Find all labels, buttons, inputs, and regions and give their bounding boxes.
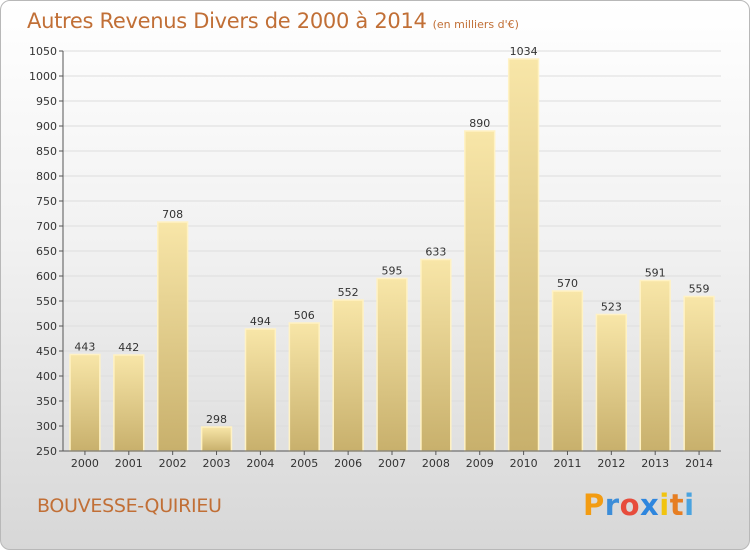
bar-2004 [244,328,277,452]
x-tick-label-2013: 2013 [641,457,669,470]
value-label-2005: 506 [294,309,315,322]
value-label-2002: 708 [162,208,183,221]
y-tick-label: 1000 [29,70,57,83]
y-tick-label: 850 [36,145,57,158]
bar-2012 [595,313,627,452]
x-tick-label-2009: 2009 [466,457,494,470]
chart-title-main: Autres Revenus Divers de 2000 à 2014 [27,9,427,33]
value-label-2013: 591 [645,267,666,280]
x-tick-label-2006: 2006 [334,457,362,470]
logo-letter: r [604,488,620,522]
x-tick-label-2012: 2012 [597,457,625,470]
location-name: BOUVESSE-QUIRIEU [37,495,222,517]
logo-letter: i [684,488,695,522]
x-tick-label-2000: 2000 [71,457,99,470]
bar-2005 [288,322,320,452]
logo-letter: t [669,488,685,522]
x-tick-label-2002: 2002 [159,457,187,470]
bar-2007 [376,277,408,452]
value-label-2009: 890 [469,117,490,130]
logo-letter: x [640,488,660,522]
y-tick-label: 650 [36,245,57,258]
x-tick-label-2003: 2003 [203,457,231,470]
bar-2001 [113,354,145,452]
x-tick-label-2001: 2001 [115,457,143,470]
value-label-2006: 552 [338,286,359,299]
x-tick-label-2004: 2004 [246,457,274,470]
y-tick-label: 800 [36,170,57,183]
bar-2003 [200,426,233,452]
axes [59,50,721,455]
labels: 250 300 350 400 450 500 550 600 650 700 750 800 850 9… [29,45,713,470]
y-tick-label: 900 [36,120,57,133]
bar-2010 [507,58,540,452]
value-label-2014: 559 [689,283,710,296]
y-tick-label: 300 [36,420,57,433]
bar-2011 [551,290,584,452]
chart-title: Autres Revenus Divers de 2000 à 2014 (en … [27,9,519,33]
bar-2002 [157,221,189,452]
logo-letter: o [619,488,641,522]
bar-2006 [332,299,364,452]
y-tick-label: 750 [36,195,57,208]
x-tick-label-2010: 2010 [510,457,538,470]
chart-title-unit: (en milliers d'€) [432,18,519,31]
x-tick-label-2011: 2011 [553,457,581,470]
y-tick-label: 400 [36,370,57,383]
bars [69,58,715,452]
y-tick-label: 550 [36,295,57,308]
x-tick-label-2014: 2014 [685,457,713,470]
value-label-2007: 595 [382,265,403,278]
value-label-2008: 633 [425,246,446,259]
y-tick-label: 450 [36,345,57,358]
value-label-2004: 494 [250,315,271,328]
value-label-2000: 443 [74,341,95,354]
bar-2008 [420,258,452,452]
proxiti-logo: Proxiti [583,488,695,522]
value-label-2001: 442 [118,341,139,354]
y-tick-label: 600 [36,270,57,283]
logo-letter: i [659,488,670,522]
y-tick-label: 1050 [29,45,57,58]
value-label-2012: 523 [601,301,622,314]
y-tick-label: 500 [36,320,57,333]
y-tick-label: 350 [36,395,57,408]
bar-2009 [464,130,496,452]
bar-2013 [639,279,671,452]
bar-2014 [683,295,715,452]
value-label-2003: 298 [206,413,227,426]
value-label-2010: 1034 [510,45,538,58]
x-tick-label-2007: 2007 [378,457,406,470]
x-tick-label-2005: 2005 [290,457,318,470]
y-tick-label: 950 [36,95,57,108]
bar-2000 [69,353,101,452]
y-tick-label: 700 [36,220,57,233]
x-tick-label-2008: 2008 [422,457,450,470]
value-label-2011: 570 [557,277,578,290]
logo-letter: P [583,488,605,522]
y-tick-label: 250 [36,445,57,458]
